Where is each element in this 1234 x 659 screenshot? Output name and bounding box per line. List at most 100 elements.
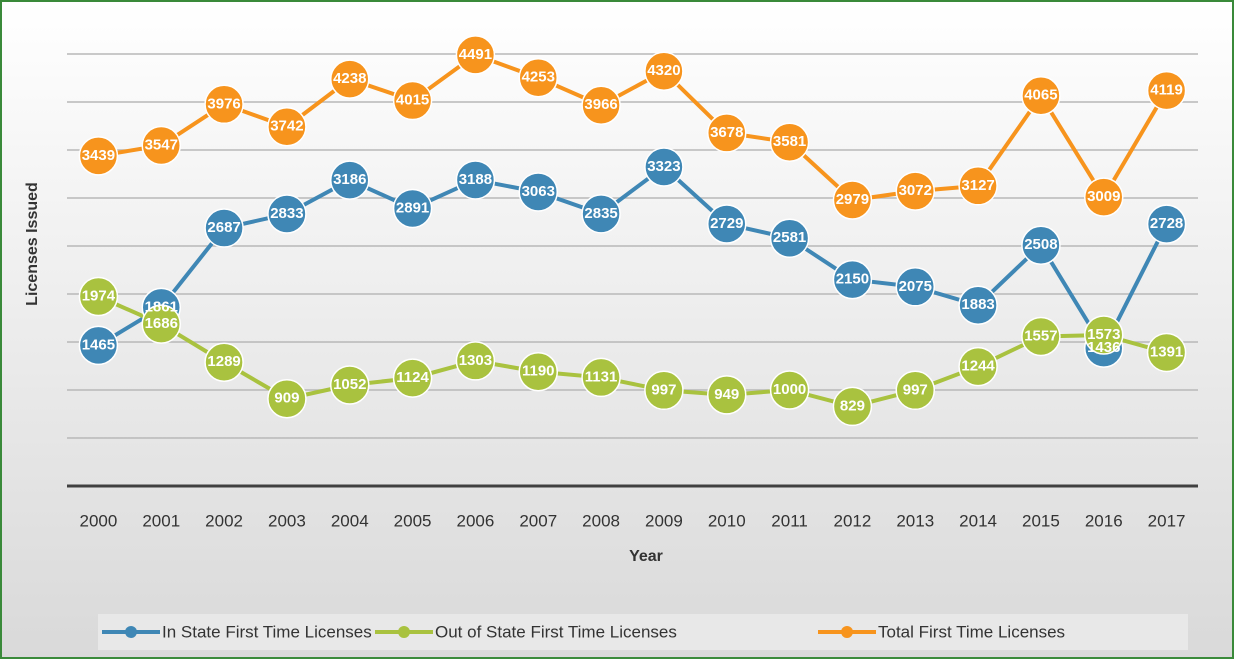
x-tick-label: 2003: [268, 511, 306, 530]
x-tick-label: 2006: [457, 511, 495, 530]
data-label: 2891: [396, 199, 429, 216]
point-marker: [455, 160, 496, 200]
data-label: 1573: [1087, 326, 1120, 343]
data-label: 2835: [584, 205, 617, 222]
data-label: 1436: [1087, 339, 1120, 356]
data-label: 909: [274, 390, 299, 407]
data-label: 3966: [584, 96, 617, 113]
point-marker: [392, 358, 433, 398]
point-marker: [1021, 316, 1061, 357]
point-marker: [455, 341, 496, 381]
point-marker: [1084, 177, 1124, 217]
data-label: 1131: [585, 368, 618, 385]
point-marker: [204, 208, 244, 248]
point-marker: [832, 180, 873, 220]
legend-marker: [841, 626, 853, 638]
data-label: 2150: [836, 271, 869, 288]
data-label: 997: [903, 381, 928, 398]
x-tick-label: 2012: [834, 511, 872, 530]
point-marker: [1021, 225, 1061, 265]
legend: [98, 614, 1188, 650]
data-label: 3063: [522, 183, 555, 200]
point-marker: [1146, 332, 1187, 373]
data-label: 1883: [961, 296, 994, 313]
point-marker: [958, 346, 998, 387]
data-label: 3188: [459, 171, 492, 188]
data-label: 1861: [145, 298, 178, 315]
data-label: 3678: [710, 124, 743, 141]
x-tick-label: 2016: [1085, 511, 1123, 530]
point-marker: [895, 171, 935, 211]
data-label: 4320: [647, 62, 680, 79]
point-marker: [78, 325, 119, 366]
data-label: 4491: [459, 46, 492, 63]
data-label: 1000: [773, 381, 806, 398]
y-axis-label: Licenses Issued: [24, 182, 41, 306]
data-label: 949: [714, 386, 739, 403]
x-tick-label: 2001: [142, 511, 180, 530]
data-label: 1124: [396, 369, 429, 386]
point-marker: [455, 35, 496, 75]
data-label: 3323: [647, 158, 680, 175]
data-label: 3547: [145, 136, 178, 153]
data-label: 829: [840, 397, 865, 414]
point-marker: [267, 107, 307, 147]
data-label: 3072: [899, 182, 932, 199]
point-marker: [392, 188, 433, 229]
point-marker: [769, 370, 810, 410]
point-marker: [769, 122, 810, 162]
x-tick-label: 2000: [80, 511, 118, 530]
data-label: 1557: [1024, 327, 1057, 344]
x-tick-label: 2007: [519, 511, 557, 530]
data-label: 2581: [773, 229, 806, 246]
data-label: 1244: [961, 358, 995, 375]
data-label: 1391: [1150, 343, 1183, 360]
point-marker: [267, 378, 307, 419]
data-label: 3976: [207, 95, 240, 112]
point-marker: [204, 342, 244, 383]
point-marker: [1146, 204, 1187, 244]
x-tick-label: 2015: [1022, 511, 1060, 530]
data-label: 4015: [396, 92, 429, 109]
point-marker: [330, 365, 370, 405]
x-tick-label: 2013: [896, 511, 934, 530]
point-marker: [78, 276, 119, 317]
point-marker: [581, 194, 621, 234]
data-label: 997: [651, 381, 676, 398]
data-label: 1686: [145, 315, 178, 332]
point-marker: [518, 57, 558, 98]
point-marker: [1084, 315, 1124, 355]
point-marker: [707, 375, 747, 415]
data-label: 2508: [1024, 236, 1057, 253]
point-marker: [707, 113, 747, 153]
x-tick-label: 2004: [331, 511, 369, 530]
point-marker: [644, 147, 684, 187]
x-tick-label: 2014: [959, 511, 997, 530]
point-marker: [204, 84, 244, 125]
data-label: 4238: [333, 70, 366, 87]
data-label: 2075: [899, 278, 932, 295]
point-marker: [392, 80, 433, 121]
legend-marker: [398, 626, 410, 638]
x-tick-label: 2002: [205, 511, 243, 530]
data-label: 3742: [270, 118, 303, 135]
point-marker: [141, 304, 181, 344]
x-tick-label: 2010: [708, 511, 746, 530]
x-tick-label: 2008: [582, 511, 620, 530]
data-label: 1289: [207, 353, 240, 370]
point-marker: [518, 352, 558, 392]
x-tick-label: 2005: [394, 511, 432, 530]
data-label: 3581: [773, 133, 806, 150]
point-marker: [1021, 76, 1061, 116]
x-tick-label: 2017: [1148, 511, 1186, 530]
data-label: 2687: [207, 219, 240, 236]
data-label: 1303: [459, 352, 492, 369]
data-label: 2729: [710, 215, 743, 232]
point-marker: [518, 172, 558, 212]
point-marker: [958, 166, 998, 206]
point-marker: [581, 85, 621, 126]
point-marker: [644, 51, 684, 92]
point-marker: [707, 204, 747, 244]
data-label: 2728: [1150, 215, 1183, 232]
